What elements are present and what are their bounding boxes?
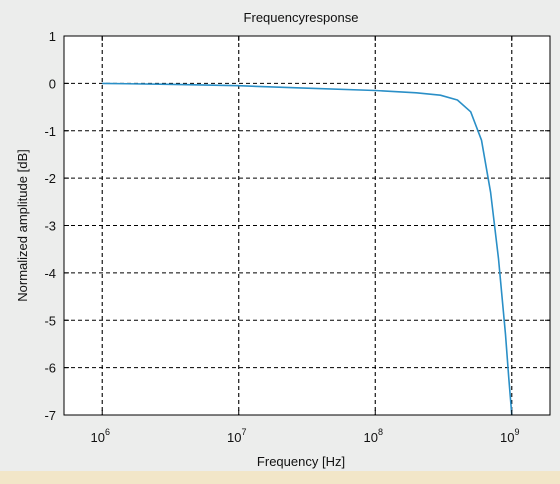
series-group xyxy=(102,82,513,416)
y-tick-label: -7 xyxy=(44,408,56,423)
y-tick-label: -4 xyxy=(44,266,56,281)
y-tick-label: -2 xyxy=(44,171,56,186)
x-axis-title: Frequency [Hz] xyxy=(257,454,345,469)
x-tick-label: 106 xyxy=(90,427,109,445)
y-tick-label: -6 xyxy=(44,361,56,376)
ticks: 106 107 108 109 1 0 -1 -2 -3 -4 -5 -6 -7 xyxy=(44,29,550,445)
x-tick-label: 107 xyxy=(227,427,246,445)
chart-title: Frequencyresponse xyxy=(244,10,359,25)
series-line xyxy=(102,82,513,416)
y-tick-label: 1 xyxy=(49,29,56,44)
x-tick-label: 108 xyxy=(364,427,383,445)
y-tick-label: -5 xyxy=(44,313,56,328)
x-tick-label: 109 xyxy=(500,427,519,445)
y-tick-label: 0 xyxy=(49,76,56,91)
y-tick-label: -1 xyxy=(44,124,56,139)
y-tick-label: -3 xyxy=(44,219,56,234)
bottom-strip xyxy=(0,471,560,484)
y-axis-title: Normalized amplitude [dB] xyxy=(15,149,30,301)
